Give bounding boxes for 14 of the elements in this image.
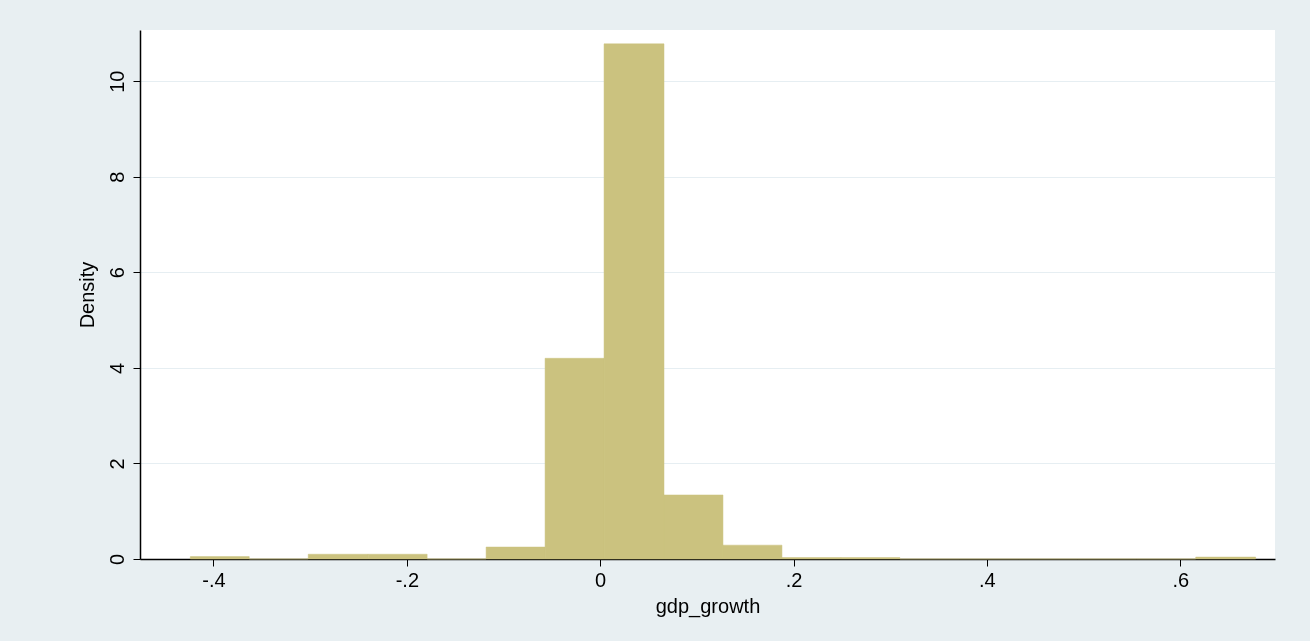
y-axis-title: Density bbox=[75, 261, 98, 329]
y-tick-label: 2 bbox=[105, 458, 128, 470]
x-tick-label: .4 bbox=[979, 568, 996, 591]
y-tick-label: 0 bbox=[105, 553, 128, 566]
y-tick-label: 4 bbox=[105, 362, 128, 374]
x-tick-label: 0 bbox=[595, 568, 607, 591]
x-tick-label: -.2 bbox=[395, 568, 419, 591]
x-tick-label: -.4 bbox=[202, 568, 226, 591]
x-tick-label: .2 bbox=[785, 568, 803, 591]
x-tick-label: .6 bbox=[1172, 568, 1190, 591]
y-tick-label: 10 bbox=[105, 70, 128, 93]
x-axis-title: gdp_growth bbox=[655, 594, 761, 618]
y-tick-label: 8 bbox=[105, 171, 128, 183]
y-tick-label: 6 bbox=[105, 267, 128, 279]
